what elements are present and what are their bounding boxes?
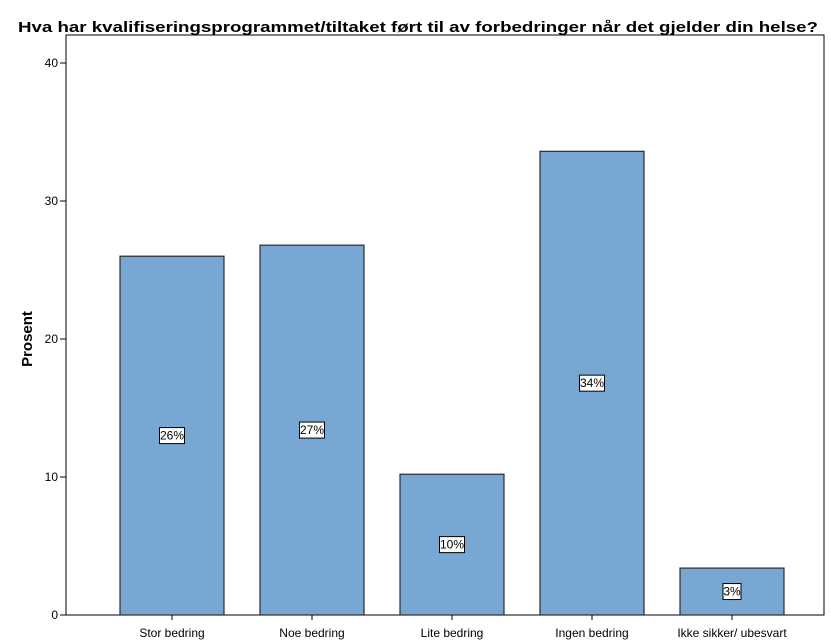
y-tick-label: 10	[45, 470, 59, 484]
data-label-box	[439, 536, 465, 554]
x-axis: Stor bedring Noe bedring Lite bedring Ingen…	[139, 615, 787, 640]
data-label-box	[722, 583, 742, 601]
y-tick-label: 0	[51, 608, 58, 622]
bars: 26% 27% 10% 34% 3%	[119, 150, 785, 616]
data-label: 34%	[580, 376, 604, 390]
data-label: 10%	[440, 538, 464, 552]
data-label-box	[299, 421, 325, 439]
x-tick-label: Ingen bedring	[555, 626, 628, 640]
y-tick-label: 30	[45, 194, 59, 208]
y-axis-label: Prosent	[19, 311, 36, 367]
x-tick-label: Noe bedring	[279, 626, 344, 640]
x-tick-label: Ikke sikker/ ubesvart	[677, 626, 787, 640]
y-tick-label: 40	[45, 56, 59, 70]
x-tick-label: Lite bedring	[421, 626, 484, 640]
data-label: 26%	[160, 429, 184, 443]
chart-title: Hva har kvalifiseringsprogrammet/tiltake…	[18, 19, 818, 36]
y-tick-label: 20	[45, 332, 59, 346]
x-tick-label: Stor bedring	[139, 626, 204, 640]
y-axis: 0 10 20 30 40	[45, 56, 66, 622]
data-label: 3%	[723, 585, 741, 599]
data-label: 27%	[300, 423, 324, 437]
data-label-box	[159, 427, 185, 445]
data-label-box	[579, 374, 605, 392]
